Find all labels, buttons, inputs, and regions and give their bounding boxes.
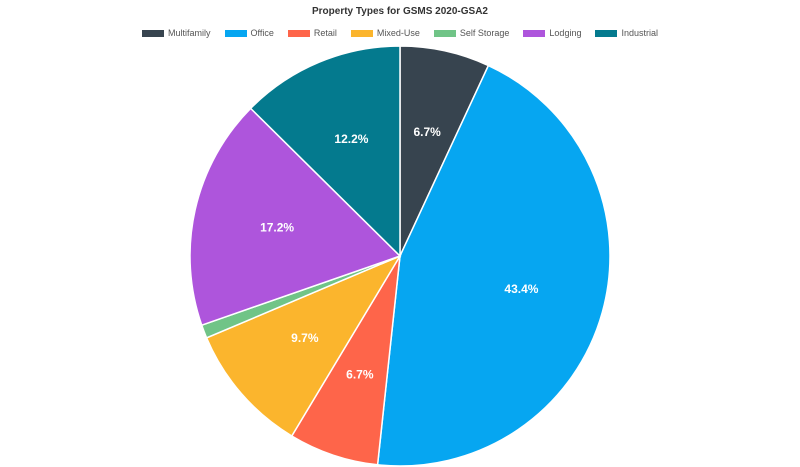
legend-swatch bbox=[523, 29, 546, 37]
legend-item[interactable]: Mixed-Use bbox=[350, 28, 420, 38]
chart-title: Property Types for GSMS 2020-GSA2 bbox=[312, 6, 488, 17]
legend-label: Lodging bbox=[549, 28, 582, 38]
legend-label: Self Storage bbox=[459, 28, 510, 38]
legend-label: Retail bbox=[313, 28, 337, 38]
legend-label: Multifamily bbox=[168, 28, 211, 38]
pie-slice-office[interactable] bbox=[376, 64, 611, 467]
legend-swatch bbox=[142, 29, 164, 37]
legend-item[interactable]: Self Storage bbox=[433, 28, 510, 38]
legend-label: Industrial bbox=[621, 28, 658, 38]
legend-swatch bbox=[433, 29, 456, 37]
slice-data-label: 43.4% bbox=[504, 282, 538, 296]
legend-swatch bbox=[224, 29, 247, 37]
pie-slice-mixed-use[interactable] bbox=[205, 254, 402, 437]
slice-data-label: 9.7% bbox=[291, 331, 319, 345]
pie-labels: 6.7% 43.4% 6.7% 9.7% 17.2% 12.2% bbox=[260, 125, 539, 381]
pie-slices bbox=[189, 45, 611, 467]
legend-label: Office bbox=[250, 28, 274, 38]
legend-item[interactable]: Industrial bbox=[595, 28, 658, 38]
legend-item[interactable]: Retail bbox=[287, 28, 337, 38]
slice-data-label: 6.7% bbox=[413, 125, 441, 139]
legend-swatch bbox=[350, 29, 373, 37]
pie-slice-lodging[interactable] bbox=[189, 107, 402, 327]
slice-data-label: 6.7% bbox=[346, 368, 374, 382]
legend-item[interactable]: Multifamily bbox=[142, 28, 211, 38]
slice-data-label: 17.2% bbox=[260, 220, 294, 234]
legend-item[interactable]: Lodging bbox=[523, 28, 581, 38]
legend-swatch bbox=[287, 29, 310, 37]
legend-swatch bbox=[595, 29, 618, 37]
legend: Multifamily Office Retail Mixed-Use Self Sto… bbox=[0, 28, 800, 38]
slice-data-label: 12.2% bbox=[334, 132, 368, 146]
legend-label: Mixed-Use bbox=[376, 28, 420, 38]
legend-item[interactable]: Office bbox=[224, 28, 274, 38]
pie-slice-industrial[interactable] bbox=[249, 45, 401, 258]
